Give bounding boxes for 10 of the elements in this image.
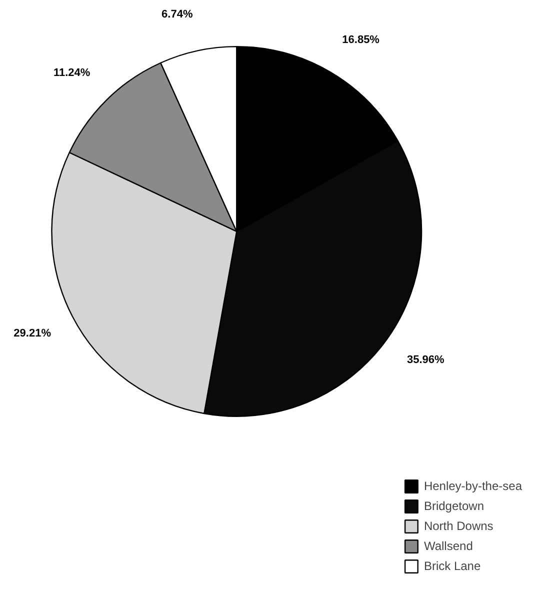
legend-label: Bridgetown xyxy=(424,499,484,513)
data-label: 6.74% xyxy=(162,8,193,20)
legend-label: Wallsend xyxy=(424,539,473,553)
data-label: 29.21% xyxy=(14,327,52,340)
legend-label: North Downs xyxy=(424,519,494,533)
data-label: 35.96% xyxy=(406,354,445,366)
legend-label: Henley-by-the-sea xyxy=(424,479,522,493)
legend-label: Brick Lane xyxy=(424,559,481,573)
data-label: 11.24% xyxy=(53,67,90,80)
data-label: 16.85% xyxy=(342,34,380,46)
